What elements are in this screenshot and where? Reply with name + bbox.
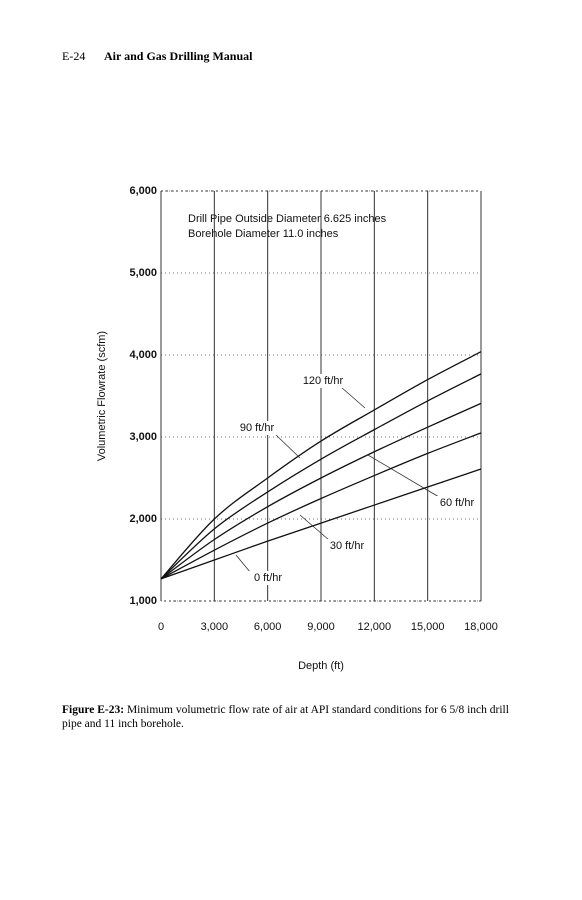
y-tick-label: 4,000 [129,349,157,361]
curve [160,468,482,580]
y-axis-label: Volumetric Flowrate (scfm) [96,331,108,461]
curve [160,373,482,580]
y-tick-label: 6,000 [129,185,157,197]
label-bg [301,374,345,388]
label-bg [235,421,279,435]
x-tick-label: 9,000 [307,621,335,633]
curve-label: 90 ft/hr [240,422,275,434]
x-tick-label: 6,000 [254,621,282,633]
leader-line [367,454,440,498]
curve-label: 30 ft/hr [330,540,365,552]
curve-label: 60 ft/hr [440,497,475,509]
page-number: E-24 [62,49,86,63]
plot-frame [160,190,482,602]
y-tick-label: 2,000 [129,513,157,525]
y-tick-label: 3,000 [129,431,157,443]
label-bg [325,539,369,553]
y-tick-label: 5,000 [129,267,157,279]
x-axis-label: Depth (ft) [298,660,344,672]
curve [160,351,482,580]
curve [160,432,482,580]
curve [160,402,482,580]
x-tick-label: 0 [158,621,164,633]
chart: Volumetric Flowrate (scfm) Depth (ft) Dr… [96,185,498,672]
x-tick-label: 15,000 [411,621,445,633]
leader-line [235,554,251,573]
label-bg [435,496,479,510]
label-bg [246,571,290,585]
x-tick-label: 12,000 [358,621,392,633]
y-tick-label: 1,000 [129,595,157,607]
x-tick-label: 18,000 [464,621,498,633]
box-line: Drill Pipe Outside Diameter 6.625 inches [188,213,387,225]
box-line: Borehole Diameter 11.0 inches [188,228,339,240]
caption: Figure E-23: Minimum volumetric flow rat… [62,703,522,731]
leader-line [299,514,330,541]
caption-text: Minimum volumetric flow rate of air at A… [62,704,509,730]
leader-line [340,386,366,409]
x-tick-label: 3,000 [201,621,229,633]
caption-label: Figure E-23: [62,704,125,716]
leader-line [274,433,301,459]
curve-label: 0 ft/hr [254,572,282,584]
curve-label: 120 ft/hr [303,375,344,387]
running-title: Air and Gas Drilling Manual [104,49,253,63]
